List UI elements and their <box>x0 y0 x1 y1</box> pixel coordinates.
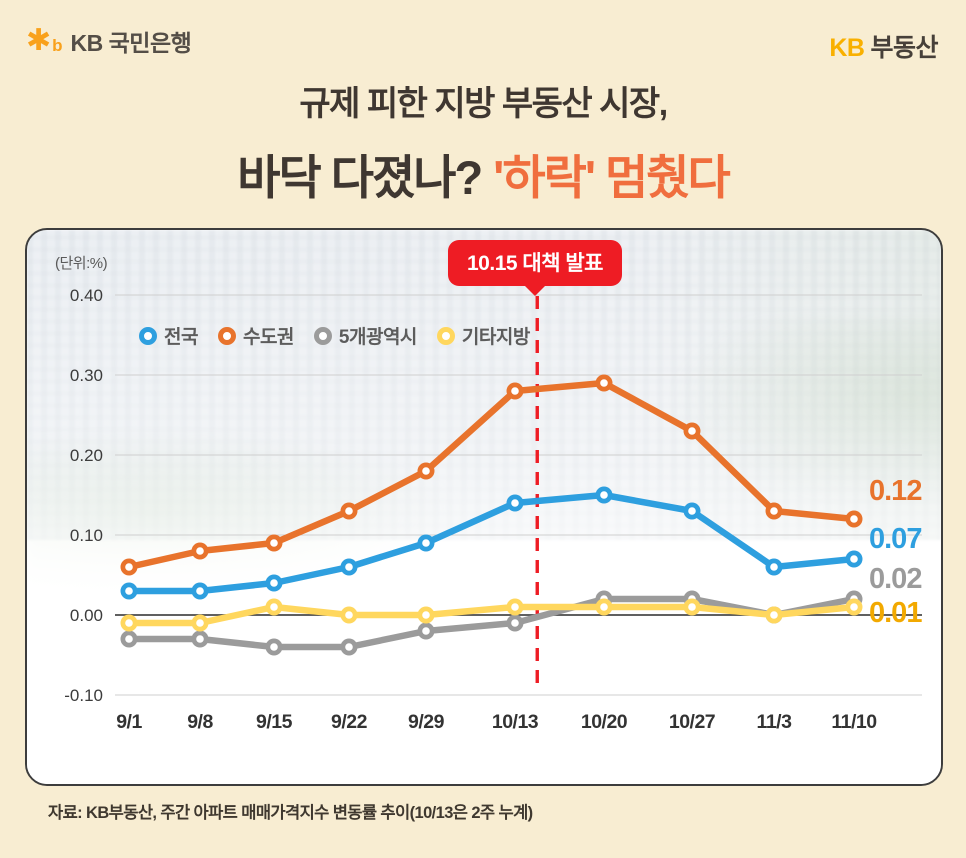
data-point-hole <box>850 603 858 611</box>
data-point-hole <box>422 539 430 547</box>
data-point-hole <box>196 619 204 627</box>
end-value-label-기타지방: 0.01 <box>869 597 922 629</box>
x-tick-label: 9/22 <box>331 711 368 733</box>
line-chart: 0.40 0.30 0.20 0.10 0.00 -0.10 9/1 9/8 9/15 9/22 9… <box>64 286 922 733</box>
x-tick-label: 11/10 <box>831 711 877 733</box>
y-tick-label: -0.10 <box>64 686 103 705</box>
policy-announcement-label: 10.15 대책 발표 <box>467 252 604 275</box>
data-point-hole <box>196 587 204 595</box>
data-point-hole <box>770 563 778 571</box>
data-point-hole <box>125 635 133 643</box>
data-point-hole <box>850 555 858 563</box>
legend-item-기타지방: 기타지방 <box>436 322 530 349</box>
data-point-hole <box>688 603 696 611</box>
x-tick-label: 9/15 <box>256 711 293 733</box>
brand-kb-text: KB <box>829 34 865 62</box>
chart-panel: (단위:%) 0.40 0.30 0.20 0.10 0.00 -0.10 9/1 9/8 9/… <box>25 228 943 786</box>
data-point-hole <box>125 563 133 571</box>
data-point-hole <box>422 627 430 635</box>
series-line-전국 <box>125 491 858 595</box>
page-title: 규제 피한 지방 부동산 시장, 바닥 다졌나? '하락' 멈췄다 <box>0 76 966 208</box>
data-point-hole <box>511 499 519 507</box>
data-point-hole <box>270 643 278 651</box>
data-point-hole <box>345 563 353 571</box>
kb-star-b: b <box>52 36 63 55</box>
legend-label: 전국 <box>164 327 198 348</box>
legend-label: 수도권 <box>242 327 294 348</box>
data-point-hole <box>511 603 519 611</box>
data-point-hole <box>270 539 278 547</box>
source-note: 자료: KB부동산, 주간 아파트 매매가격지수 변동률 추이(10/13은 2… <box>48 804 533 822</box>
x-tick-label: 10/13 <box>492 711 539 733</box>
series-line-기타지방 <box>125 603 858 627</box>
data-point-hole <box>345 643 353 651</box>
y-tick-label: 0.10 <box>70 526 103 545</box>
kb-realestate-logo: KB 부동산 <box>829 28 938 64</box>
data-point-hole <box>600 603 608 611</box>
data-point-hole <box>125 587 133 595</box>
data-point-hole <box>196 547 204 555</box>
brand-suffix-text: 부동산 <box>870 34 938 62</box>
x-tick-label: 10/20 <box>581 711 628 733</box>
data-point-hole <box>770 507 778 515</box>
y-tick-label: 0.20 <box>70 446 103 465</box>
policy-announcement-badge: 10.15 대책 발표 <box>448 240 622 296</box>
x-tick-label: 11/3 <box>757 711 793 733</box>
data-point-hole <box>688 427 696 435</box>
data-point-hole <box>511 619 519 627</box>
data-point-hole <box>345 507 353 515</box>
data-point-hole <box>422 467 430 475</box>
x-tick-label: 10/27 <box>669 711 715 733</box>
data-point-hole <box>688 507 696 515</box>
kb-bank-logo: ✱ b KB 국민은행 <box>26 24 192 58</box>
title-line2-accent: '하락' 멈췄다 <box>493 151 731 204</box>
data-point-hole <box>345 611 353 619</box>
data-point-hole <box>270 579 278 587</box>
title-line2-dark: 바닥 다졌나? <box>237 151 483 204</box>
data-point-hole <box>196 635 204 643</box>
data-point-hole <box>270 603 278 611</box>
legend-marker-icon <box>139 326 157 345</box>
legend-label: 기타지방 <box>461 327 530 348</box>
legend-marker-icon <box>313 326 332 345</box>
y-tick-label: 0.30 <box>70 366 103 385</box>
data-point-hole <box>125 619 133 627</box>
data-point-hole <box>600 491 608 499</box>
data-point-hole <box>511 387 519 395</box>
legend-marker-icon <box>217 326 236 345</box>
chart-legend: 전국 수도권 5개광역시 기타지방 <box>139 322 530 349</box>
x-tick-label: 9/1 <box>116 711 142 733</box>
legend-label: 5개광역시 <box>338 327 418 348</box>
data-point-hole <box>850 515 858 523</box>
y-tick-label: 0.00 <box>70 606 103 625</box>
legend-item-수도권: 수도권 <box>217 322 294 349</box>
x-tick-label: 9/29 <box>408 711 445 733</box>
series-line-5개광역시 <box>125 595 858 651</box>
series-line-수도권 <box>125 379 858 571</box>
y-tick-label: 0.40 <box>70 286 103 305</box>
data-point-hole <box>770 611 778 619</box>
end-value-label-수도권: 0.12 <box>869 475 922 507</box>
legend-item-전국: 전국 <box>139 322 198 349</box>
title-line2: 바닥 다졌나? '하락' 멈췄다 <box>0 139 966 208</box>
kb-star-icon: ✱ <box>26 24 52 57</box>
legend-item-5개광역시: 5개광역시 <box>313 322 418 349</box>
end-value-label-5개광역시: 0.02 <box>869 563 922 595</box>
title-line1: 규제 피한 지방 부동산 시장, <box>299 85 668 123</box>
x-tick-label: 9/8 <box>187 711 213 733</box>
bank-name-text: KB 국민은행 <box>70 30 192 56</box>
data-point-hole <box>600 379 608 387</box>
unit-label: (단위:%) <box>55 255 108 272</box>
end-value-label-전국: 0.07 <box>869 523 922 555</box>
data-point-hole <box>422 611 430 619</box>
legend-marker-icon <box>436 326 455 345</box>
